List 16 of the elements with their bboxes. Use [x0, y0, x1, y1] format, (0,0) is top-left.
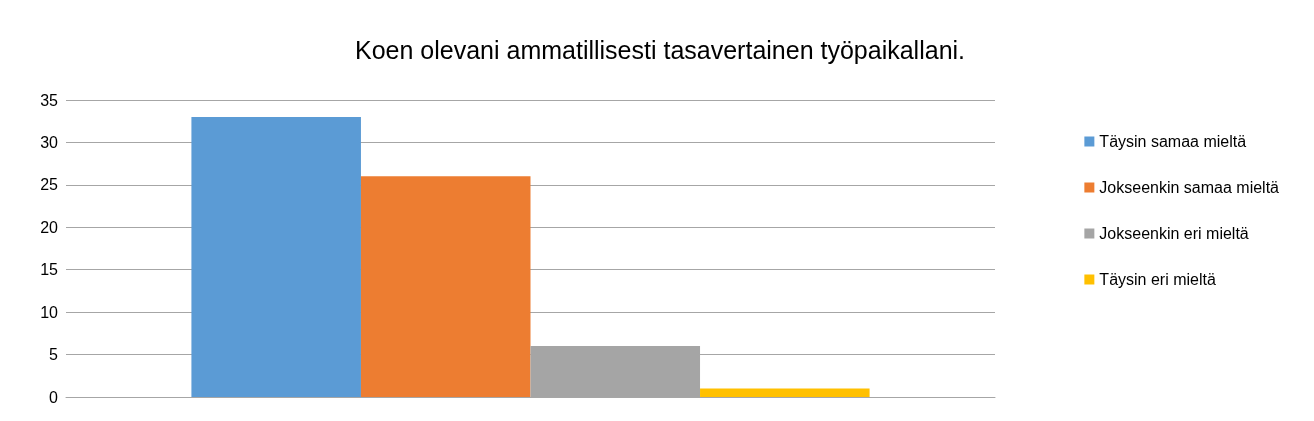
- legend-label: Jokseenkin samaa mieltä: [1099, 179, 1280, 196]
- legend-label: Täysin eri mieltä: [1099, 271, 1216, 288]
- y-tick-label: 15: [40, 261, 59, 279]
- bar: [191, 116, 361, 397]
- y-tick-label: 25: [40, 176, 59, 194]
- y-tick-label: 10: [40, 303, 59, 321]
- legend-label: Jokseenkin eri mieltä: [1099, 225, 1249, 242]
- y-tick-label: 35: [40, 91, 59, 109]
- chart-title: Koen olevani ammatillisesti tasavertainen työpaikallani.: [354, 35, 966, 64]
- bar: [700, 388, 870, 397]
- bar: [360, 176, 531, 397]
- y-tick-label: 20: [40, 218, 59, 236]
- legend-label: Täysin samaa mieltä: [1099, 133, 1247, 150]
- y-tick-label: 0: [49, 388, 59, 406]
- y-tick-label: 30: [40, 133, 59, 151]
- y-tick-label: 5: [49, 346, 59, 364]
